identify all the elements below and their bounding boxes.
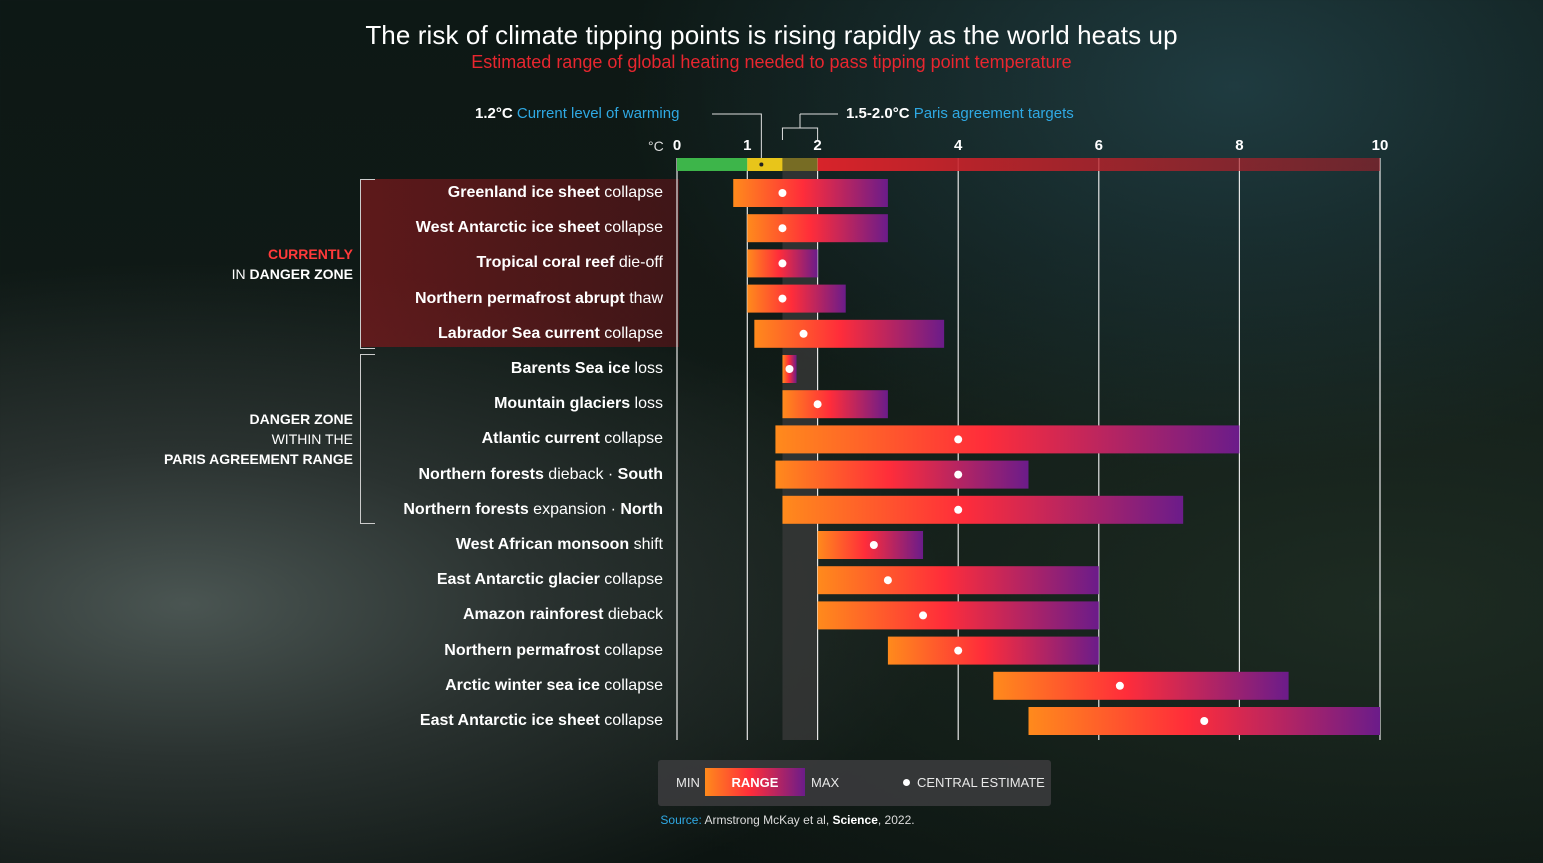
paris-target-text: Paris agreement targets [913, 105, 1074, 122]
x-tick-label-0: 0 [672, 137, 682, 154]
scale-green-segment [677, 158, 748, 171]
x-tick-label-1: 1 [743, 137, 752, 154]
danger-paris-line3: PARIS AGREEMENT RANGE [163, 451, 353, 467]
central-estimate-dot [813, 400, 822, 409]
category-label: Northern permafrost abrupt thaw [414, 289, 663, 307]
range-bar [817, 601, 1099, 630]
central-estimate-dot [785, 365, 794, 373]
paris-target-label: 1.5-2.0°C Paris agreement targets [846, 105, 1074, 122]
category-label: East Antarctic ice sheet collapse [419, 712, 663, 729]
paris-bracket-connector [781, 127, 819, 140]
central-estimate-dot [869, 541, 878, 549]
central-estimate-dot [1200, 717, 1209, 725]
category-label: West African monsoon shift [455, 536, 663, 553]
category-label: East Antarctic glacier collapse [436, 571, 663, 589]
current-warming-dot [759, 162, 764, 167]
danger-paris-line2: WITHIN THE [271, 431, 353, 447]
category-label: Atlantic current collapse [481, 430, 663, 448]
category-label: Barents Sea ice loss [510, 360, 663, 377]
category-label: Labrador Sea current collapse [438, 324, 663, 342]
range-bar [733, 179, 888, 207]
unit-label: °C [648, 138, 664, 154]
range-bar [747, 214, 888, 243]
legend-central-dot-icon [903, 779, 910, 786]
danger-now-bracket [360, 179, 375, 349]
category-label: Northern forests dieback · South [418, 465, 664, 483]
central-estimate-dot [954, 435, 963, 444]
central-estimate-dot [954, 646, 963, 655]
range-bar [782, 390, 888, 419]
source-label: Source: [660, 813, 702, 827]
range-bar [993, 671, 1289, 700]
paris-target-value: 1.5-2.0°C [846, 105, 910, 122]
range-bar [754, 319, 945, 348]
range-bar [817, 566, 1099, 595]
range-bar [887, 636, 1099, 665]
danger-paris-line1: DANGER ZONE [249, 411, 353, 427]
x-tick-label-6: 6 [1094, 137, 1103, 154]
danger-now-group-box [360, 179, 679, 347]
category-label: Northern forests expansion · North [403, 500, 663, 518]
legend-central-estimate: CENTRAL ESTIMATE [917, 775, 1045, 790]
category-label: Amazon rainforest dieback [462, 606, 663, 624]
x-tick-label-4: 4 [954, 137, 963, 154]
legend-range-swatch [705, 768, 805, 796]
legend-min: MIN [676, 775, 700, 790]
category-label: Tropical coral reef die-off [476, 254, 663, 272]
central-estimate-dot [778, 294, 787, 303]
central-estimate-dot [883, 576, 892, 585]
source-text: Armstrong McKay et al, [701, 813, 833, 827]
legend-range: RANGE [731, 775, 779, 790]
central-estimate-dot [954, 470, 963, 479]
central-estimate-dot [954, 505, 963, 514]
danger-now-line2: IN DANGER ZONE [231, 266, 353, 282]
current-warming-text: Current level of warming [516, 105, 680, 122]
range-bar [775, 460, 1029, 489]
source-year: , 2022. [877, 813, 915, 827]
scale-red-segment [817, 158, 1380, 171]
legend: MIN RANGE MAX CENTRAL ESTIMATE [658, 760, 1051, 806]
central-estimate-dot [778, 259, 787, 268]
scale-yellow-segment [747, 158, 783, 171]
legend-max: MAX [811, 775, 840, 790]
category-label: Northern permafrost collapse [444, 641, 663, 659]
category-label: Mountain glaciers loss [494, 395, 663, 413]
current-warming-value: 1.2°C [475, 105, 513, 122]
scale-paris-segment [782, 158, 818, 171]
danger-paris-label: DANGER ZONE WITHIN THE PARIS AGREEMENT R… [164, 409, 353, 469]
danger-now-label: CURRENTLY IN DANGER ZONE [232, 244, 353, 284]
current-warming-label: 1.2°C Current level of warming [475, 105, 679, 122]
x-tick-label-10: 10 [1371, 137, 1389, 154]
x-tick-label-2: 2 [813, 137, 822, 154]
x-tick-label-8: 8 [1235, 137, 1244, 154]
central-estimate-dot [799, 329, 808, 338]
central-estimate-dot [1115, 681, 1124, 690]
danger-now-line1: CURRENTLY [267, 246, 353, 262]
source-journal: Science [832, 813, 878, 827]
range-bar [747, 284, 846, 313]
chart-subtitle: Estimated range of global heating needed… [471, 52, 1072, 72]
source-note: Source: Armstrong McKay et al, Science, … [0, 813, 1543, 827]
central-estimate-dot [778, 189, 787, 197]
current-warming-connector [712, 113, 762, 158]
category-label: West Antarctic ice sheet collapse [415, 219, 663, 237]
category-label: Arctic winter sea ice collapse [445, 676, 663, 694]
category-label: Greenland ice sheet collapse [447, 184, 663, 201]
central-estimate-dot [778, 224, 787, 233]
range-bar [782, 495, 1184, 524]
central-estimate-dot [919, 611, 928, 620]
danger-paris-bracket [360, 354, 375, 524]
range-bar [775, 425, 1240, 454]
chart-title: The risk of climate tipping points is ri… [365, 20, 1178, 50]
